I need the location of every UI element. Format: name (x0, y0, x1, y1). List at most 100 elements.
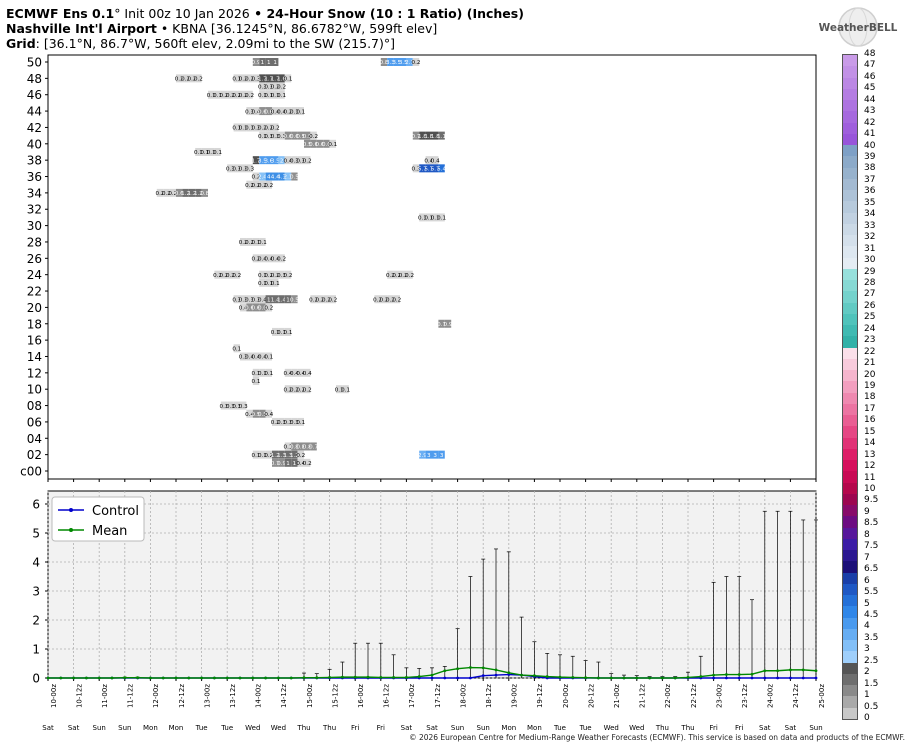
heatmap-cell-value: 0.2 (271, 126, 280, 132)
line-day-label: Tue (220, 724, 233, 732)
heatmap-cell-value: 0.1 (252, 379, 261, 385)
heatmap-cell (438, 164, 445, 173)
heatmap-cell-value: 0.3 (232, 404, 241, 410)
heatmap-cell-value: 5.7 (418, 167, 427, 173)
heatmap-cell-value: 1 (273, 60, 277, 66)
heatmap-cell-value: 0.1 (194, 150, 203, 156)
heatmap-cell (265, 368, 272, 377)
colorbar-label: 22 (864, 346, 876, 357)
heatmap-cell-value: 0.2 (392, 297, 401, 303)
colorbar-segment (843, 561, 857, 574)
legend-marker (69, 508, 73, 512)
heatmap-cell (297, 368, 304, 377)
colorbar-segment (843, 358, 857, 371)
series-point-control (737, 676, 741, 680)
heatmap-cell (265, 303, 272, 312)
line-y-label: 5 (32, 527, 40, 541)
colorbar-label: 0.5 (864, 701, 879, 712)
series-point-mean (494, 668, 498, 672)
heatmap-cell (387, 270, 394, 279)
colorbar-label: 16 (864, 415, 876, 426)
heatmap-cell-value: 4 (267, 175, 271, 181)
heatmap-cell (278, 450, 285, 459)
heatmap-cell (240, 237, 247, 246)
heatmap-cell-value: 0.1 (258, 240, 267, 246)
heatmap-y-label: 30 (27, 219, 42, 233)
series-point-control (430, 676, 434, 680)
heatmap-cell-value: 0.2 (264, 183, 273, 189)
heatmap-cell (304, 385, 311, 394)
colorbar-label: 6 (864, 575, 870, 586)
heatmap-cell (246, 295, 253, 304)
heatmap-cell (195, 147, 202, 156)
heatmap-cell-value: 0.1 (284, 445, 293, 451)
heatmap-cell-value: 0.3 (296, 158, 305, 164)
heatmap-cell-value: 0.3 (277, 273, 286, 279)
heatmap-cell-value: 0.7 (271, 461, 280, 467)
heatmap-cell (265, 131, 272, 140)
heatmap-cell-value: 0.4 (258, 355, 267, 361)
heatmap-cell-value: 0.2 (245, 93, 254, 99)
heatmap-cell (233, 344, 240, 353)
heatmap-cell (278, 458, 285, 467)
heatmap-cell-value: 0.8 (296, 445, 305, 451)
heatmap-y-label: 42 (27, 121, 42, 135)
colorbar-segment (843, 673, 857, 686)
heatmap-cell-value: 0.4 (245, 412, 254, 418)
heatmap-cell-value: 0.1 (431, 216, 440, 222)
heatmap-cell (252, 368, 260, 377)
heatmap-y-label: 50 (27, 56, 42, 70)
heatmap-cell (297, 131, 304, 140)
heatmap-cell-value: 0.3 (245, 297, 254, 303)
heatmap-cell (252, 295, 260, 304)
heatmap-cell (297, 458, 304, 467)
header-line-2: Nashville Int'l Airport • KBNA [36.1245°… (6, 21, 437, 36)
series-point-mean (72, 676, 75, 680)
heatmap-cell (182, 74, 189, 83)
line-x-label: 15-12z (331, 684, 339, 708)
heatmap-cell (393, 270, 400, 279)
line-day-label: Sat (68, 724, 80, 732)
heatmap-cell (393, 58, 400, 66)
colorbar-label: 28 (864, 277, 876, 288)
heatmap-cell (240, 90, 247, 99)
heatmap-cell-value: 0.4 (271, 109, 280, 115)
heatmap-cell (310, 442, 317, 451)
heatmap-cell-value: 0.2 (380, 297, 389, 303)
heatmap-cell-value: 0.8 (290, 445, 299, 451)
heatmap-y-label: c00 (20, 465, 42, 479)
heatmap-cell-value: 0.5 (290, 175, 299, 181)
heatmap-cell (208, 90, 215, 99)
heatmap-cell (259, 74, 266, 83)
colorbar-segment (843, 482, 857, 495)
heatmap-cell-value: 0.3 (290, 420, 299, 426)
heatmap-y-label: 40 (27, 137, 42, 151)
series-point-mean (545, 675, 549, 678)
heatmap-cell (246, 303, 253, 312)
separator: • (249, 6, 267, 21)
heatmap-cell-value: 0.1 (245, 126, 254, 132)
heatmap-cell (176, 74, 183, 83)
heatmap-cell (240, 303, 247, 312)
colorbar-label: 27 (864, 289, 876, 300)
series-point-control (801, 676, 805, 680)
heatmap-cell (412, 58, 420, 66)
heatmap-cell-value: 0.2 (284, 109, 293, 115)
heatmap-cell-value: 0.1 (213, 93, 222, 99)
heatmap-cell (406, 58, 413, 66)
heatmap-cell-value: 0.2 (264, 453, 273, 459)
series-point-mean (353, 675, 357, 679)
heatmap-cell (265, 58, 272, 66)
colorbar-segment (843, 516, 857, 529)
colorbar-segment (843, 201, 857, 214)
series-point-mean (277, 676, 280, 680)
heatmap-cell (259, 278, 266, 287)
series-point-control (712, 676, 715, 680)
heatmap-cell-value: 1 (286, 297, 290, 303)
heatmap-cell-value: 0.4 (258, 297, 267, 303)
heatmap-cell (425, 131, 432, 140)
heatmap-cell-value: 0.8 (200, 191, 209, 197)
line-x-label: 10-00z (50, 684, 58, 708)
heatmap-cell (310, 131, 317, 140)
heatmap-cell-value: 0.5 (303, 134, 312, 140)
